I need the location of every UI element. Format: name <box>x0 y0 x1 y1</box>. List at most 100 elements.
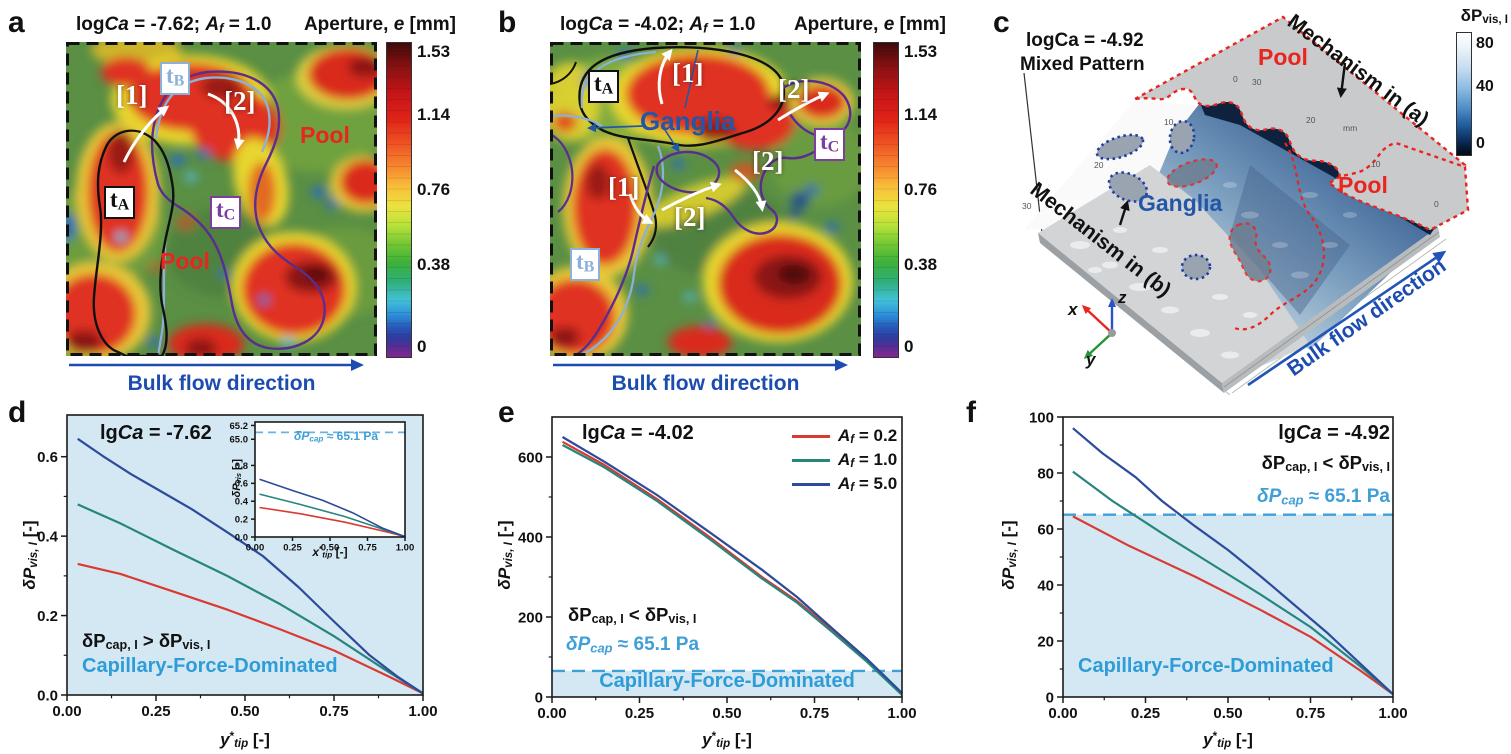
svg-text:0: 0 <box>1046 689 1054 706</box>
flow-arrow-b4 <box>661 181 722 212</box>
tick3d-6: 20 <box>1094 160 1104 170</box>
legend-swatch-2 <box>792 482 830 486</box>
svg-text:0.2: 0.2 <box>37 608 58 625</box>
ganglia-arrow-c <box>1118 200 1130 226</box>
time-label-tc-b: tC <box>814 128 846 161</box>
y-axis-label: y <box>1086 350 1096 369</box>
legend-label-0: Af = 0.2 <box>838 426 898 446</box>
panel-a-title: logCa = -7.62; Af = 1.0 <box>76 14 272 36</box>
pvis-colorbar <box>1456 32 1472 156</box>
triad-origin <box>1108 329 1116 337</box>
pool-label-a1: Pool <box>300 122 350 148</box>
panel-c-letter: c <box>993 6 1010 39</box>
chart-e-ylabel: δPvis, I [-] <box>495 520 515 590</box>
panel-b-title: logCa = -4.02; Af = 1.0 <box>560 14 756 36</box>
tick3d-0: 0 <box>1233 74 1238 84</box>
svg-text:65.0: 65.0 <box>230 435 249 446</box>
ganglia-blob-4 <box>1180 253 1212 281</box>
flow-direction-label-a: Bulk flow direction <box>127 372 316 395</box>
ganglia-pointer-up <box>684 49 699 109</box>
svg-text:100: 100 <box>1029 409 1054 426</box>
pool-sheet-right <box>1328 141 1470 232</box>
time-label-tb-b: tB <box>570 248 601 281</box>
axes-triad <box>1081 298 1116 360</box>
pool-label-a2: Pool <box>160 248 210 274</box>
stranded-pool-2 <box>1228 222 1272 283</box>
interface-contour-ta-b <box>578 45 786 147</box>
svg-text:65.2: 65.2 <box>230 421 249 432</box>
panel-f-letter: f <box>966 396 976 429</box>
svg-text:0.2: 0.2 <box>235 514 248 525</box>
contour-blue-mid <box>577 145 665 356</box>
legend-item-0: Af = 0.2 <box>792 424 897 448</box>
svg-text:0.4: 0.4 <box>37 528 59 545</box>
chart-f-ylabel: δPvis, I [-] <box>999 520 1019 590</box>
svg-text:0.50: 0.50 <box>1213 705 1242 722</box>
side-wall-left <box>1038 233 1224 393</box>
svg-text:0.0: 0.0 <box>235 532 248 543</box>
surface-3d-scene <box>1000 15 1470 395</box>
chart-e-ca-note: lgCa = -4.02 <box>582 422 694 444</box>
svg-text:20: 20 <box>1037 633 1054 650</box>
chart-e-xlabel: y*tip [-] <box>702 730 752 750</box>
heatmap-b-border <box>550 42 861 356</box>
chart-f-xlabel: y*tip [-] <box>1203 730 1253 750</box>
svg-text:600: 600 <box>518 449 543 466</box>
interface-contour-tc <box>150 70 326 350</box>
svg-text:1.00: 1.00 <box>408 703 437 720</box>
cb-a-tick-4: 0 <box>417 337 427 356</box>
rough-drained-surface <box>1038 165 1310 383</box>
tick3d-8: 0 <box>1434 199 1439 209</box>
pool-label-c1: Pool <box>1258 44 1308 70</box>
event-label-2b-low: [2] <box>674 202 706 232</box>
chart-f-pcap-note: δPcap ≈ 65.1 Pa <box>1256 486 1390 508</box>
flow-arrow-b2 <box>777 91 830 122</box>
cb-a-tick-0: 1.53 <box>417 42 451 61</box>
legend-item-1: Af = 1.0 <box>792 448 897 472</box>
legend-swatch-0 <box>792 434 830 438</box>
aperture-heatmap-b <box>550 42 861 356</box>
time-label-tc-a: tC <box>210 196 242 229</box>
cb-c-tick-2: 0 <box>1476 135 1485 152</box>
x-axis-label: x <box>1068 300 1078 319</box>
chart-e-compare-note: δPcap, I < δPvis, I <box>568 604 697 627</box>
flow-arrow-b1 <box>657 48 673 105</box>
svg-text:200: 200 <box>518 609 543 626</box>
svg-text:0: 0 <box>535 689 543 706</box>
svg-text:0.75: 0.75 <box>319 703 348 720</box>
svg-text:0.75: 0.75 <box>358 543 377 554</box>
svg-text:0.50: 0.50 <box>712 705 741 722</box>
flow-arrow-1 <box>122 105 170 163</box>
ganglia-pointer-left <box>587 123 644 133</box>
pvis-colorbar-title: δPvis, I <box>1460 6 1508 26</box>
ganglia-label-b: Ganglia <box>640 106 736 136</box>
panel-b-colorbar-title: Aperture, e [mm] <box>793 14 946 35</box>
mechanism-a-arrow <box>1336 62 1347 98</box>
svg-text:40: 40 <box>1037 577 1054 594</box>
aperture-colorbar-b <box>873 42 899 358</box>
cb-b-tick-1: 1.14 <box>904 105 938 124</box>
chart-e-regime-note: Capillary-Force-Dominated <box>599 670 855 692</box>
interface-contour-ta <box>92 129 175 356</box>
svg-text:0.00: 0.00 <box>246 543 265 554</box>
tick3d-2: 10 <box>1164 117 1174 127</box>
chart-d-regime-note: Capillary-Force-Dominated <box>82 655 338 677</box>
svg-text:0.25: 0.25 <box>1131 705 1160 722</box>
svg-text:0.25: 0.25 <box>625 705 654 722</box>
contour-blue-bay <box>550 114 603 127</box>
panel-b-letter: b <box>498 6 517 39</box>
chart-f-ca-note: lgCa = -4.92 <box>1278 422 1390 444</box>
svg-text:0.6: 0.6 <box>235 479 248 490</box>
chart-f-regime-note: Capillary-Force-Dominated <box>1078 655 1334 677</box>
ganglia-blob-1 <box>1095 133 1145 161</box>
svg-text:400: 400 <box>518 529 543 546</box>
cb-b-tick-0: 1.53 <box>904 42 938 61</box>
cb-b-tick-4: 0 <box>904 337 914 356</box>
svg-text:0.00: 0.00 <box>52 703 81 720</box>
legend-label-2: Af = 5.0 <box>838 474 898 494</box>
svg-text:0.75: 0.75 <box>800 705 829 722</box>
panel-d-letter: d <box>8 396 27 429</box>
event-label-1b-mid: [1] <box>608 172 640 202</box>
event-label-2a: [2] <box>224 86 256 116</box>
